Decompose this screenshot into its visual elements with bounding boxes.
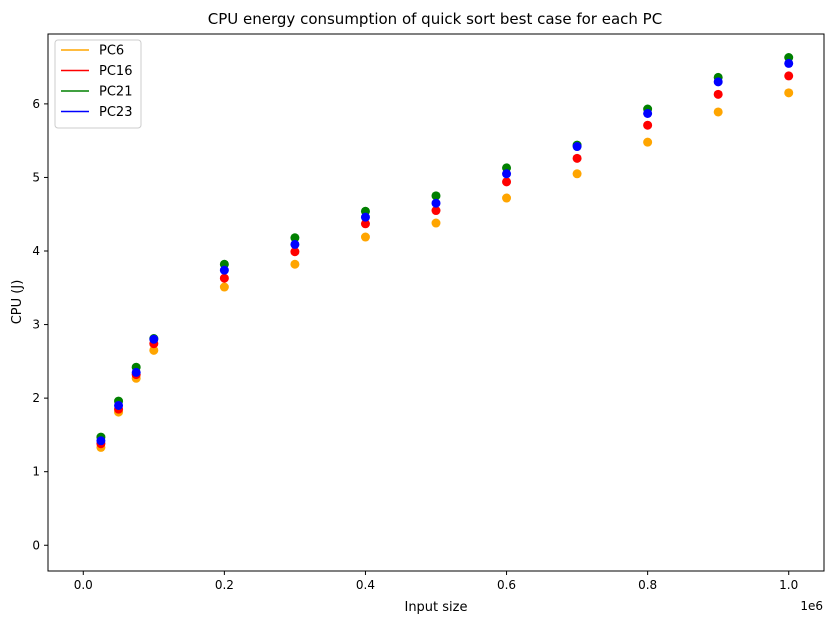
data-point	[149, 334, 159, 344]
data-point	[290, 259, 300, 269]
data-point	[713, 107, 723, 117]
y-tick-label: 2	[32, 391, 40, 405]
data-point	[431, 218, 441, 228]
data-point	[96, 436, 106, 446]
chart-title: CPU energy consumption of quick sort bes…	[208, 10, 662, 28]
x-tick-label: 0.0	[74, 578, 93, 592]
x-tick-label: 0.6	[497, 578, 516, 592]
data-point	[219, 273, 229, 283]
data-point	[502, 169, 512, 179]
data-point	[713, 89, 723, 99]
x-axis-label: Input size	[404, 600, 467, 615]
data-point	[431, 206, 441, 216]
y-tick-label: 4	[32, 244, 40, 258]
data-point	[290, 233, 300, 243]
x-axis-ticks: 0.0 0.2 0.4 0.6 0.8 1.0	[74, 571, 798, 592]
data-point	[431, 198, 441, 208]
data-point	[572, 142, 582, 152]
data-point	[290, 239, 300, 249]
y-tick-label: 6	[32, 97, 40, 111]
data-point	[643, 108, 653, 118]
legend-label: PC21	[99, 85, 132, 100]
y-tick-label: 3	[32, 318, 40, 332]
data-point	[572, 153, 582, 163]
data-point	[784, 58, 794, 68]
legend-label: PC23	[99, 105, 132, 120]
x-tick-label: 0.8	[638, 578, 657, 592]
data-point	[643, 137, 653, 147]
x-tick-label: 1.0	[779, 578, 798, 592]
data-point	[360, 219, 370, 229]
legend-label: PC16	[99, 64, 132, 79]
data-point	[713, 77, 723, 87]
x-tick-label: 0.4	[356, 578, 375, 592]
data-point	[572, 169, 582, 179]
data-point	[784, 88, 794, 98]
y-tick-label: 5	[32, 170, 40, 184]
legend-label: PC6	[99, 44, 124, 59]
y-tick-label: 0	[32, 538, 40, 552]
data-point	[502, 193, 512, 203]
y-axis-ticks: 0 1 2 3 4 5 6	[32, 97, 48, 552]
data-point	[431, 191, 441, 201]
x-axis-offset-label: 1e6	[800, 599, 823, 613]
data-point	[360, 212, 370, 222]
data-point	[502, 177, 512, 187]
data-point	[290, 247, 300, 257]
data-point	[219, 282, 229, 292]
data-point	[360, 232, 370, 242]
data-point	[219, 265, 229, 275]
data-point	[784, 71, 794, 81]
y-axis-label: CPU (J)	[10, 280, 25, 325]
legend: PC6 PC16 PC21 PC23	[54, 39, 142, 129]
data-point	[643, 120, 653, 130]
data-point	[149, 345, 159, 355]
data-point	[114, 400, 124, 410]
data-points	[96, 53, 794, 452]
legend-box	[54, 39, 142, 129]
x-tick-label: 0.2	[215, 578, 234, 592]
plot-frame	[47, 33, 825, 572]
y-tick-label: 1	[32, 465, 40, 479]
data-point	[131, 367, 141, 377]
